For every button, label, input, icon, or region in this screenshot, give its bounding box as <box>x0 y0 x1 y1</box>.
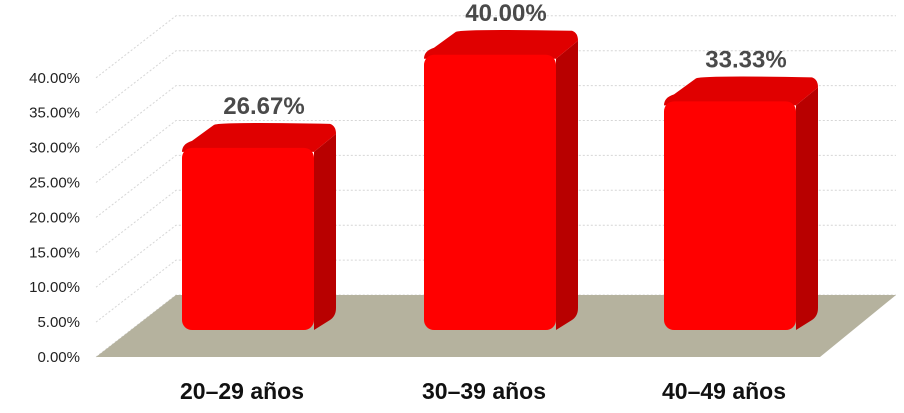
gridline <box>95 50 896 114</box>
bar-top <box>664 76 818 106</box>
gridline <box>95 224 896 288</box>
bar-top <box>182 123 336 152</box>
x-tick-label: 30–39 años <box>422 378 546 404</box>
bar-front <box>424 54 556 331</box>
gridline <box>95 154 896 218</box>
bar-side <box>796 87 818 330</box>
gridline <box>95 85 896 148</box>
bar-top <box>424 30 578 59</box>
y-axis: 0.00% 5.00% 10.00% 15.00% 20.00% 25.00% 30.00%… <box>29 70 80 366</box>
y-tick-label: 25.00% <box>29 175 80 192</box>
bar-front <box>664 101 796 330</box>
data-label: 40.00% <box>465 0 546 27</box>
gridlines <box>95 15 896 358</box>
gridline <box>95 15 896 79</box>
x-tick-label: 40–49 años <box>662 378 786 404</box>
bar: 40.00% <box>424 0 578 331</box>
bar-side <box>556 40 578 331</box>
gridline <box>95 259 896 323</box>
y-tick-label: 40.00% <box>29 70 80 87</box>
y-tick-label: 20.00% <box>29 209 80 226</box>
data-label: 26.67% <box>223 93 304 120</box>
bar: 26.67% <box>182 93 336 330</box>
y-tick-label: 30.00% <box>29 140 80 157</box>
gridline <box>95 120 896 183</box>
x-axis: 20–29 años 30–39 años 40–49 años <box>180 378 786 404</box>
y-tick-label: 0.00% <box>37 349 80 366</box>
x-tick-label: 20–29 años <box>180 378 304 404</box>
bar-front <box>182 147 314 330</box>
y-tick-label: 5.00% <box>37 314 80 331</box>
bar: 33.33% <box>664 46 818 330</box>
bar-side <box>314 133 336 330</box>
bars: 26.67% 40.00% 33.33% <box>182 0 818 331</box>
data-label: 33.33% <box>705 46 786 73</box>
gridline <box>95 189 896 253</box>
y-tick-label: 35.00% <box>29 105 80 122</box>
y-tick-label: 10.00% <box>29 279 80 296</box>
y-tick-label: 15.00% <box>29 244 80 261</box>
